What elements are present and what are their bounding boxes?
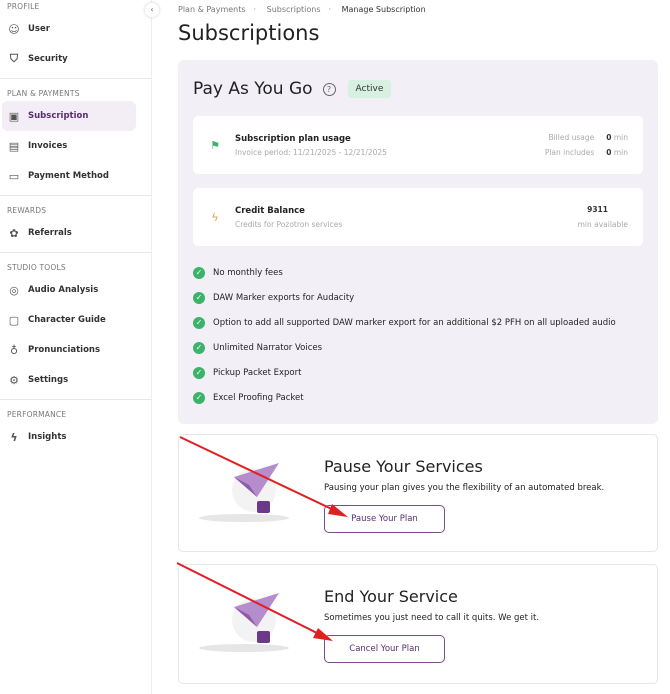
- receipt-icon: ▤: [8, 139, 20, 153]
- unit: min: [613, 133, 628, 142]
- sidebar-item-subscription[interactable]: ▣ Subscription: [2, 101, 136, 131]
- sidebar-item-settings[interactable]: ⚙ Settings: [2, 365, 136, 395]
- usage-card: ⚑ Subscription plan usage Invoice period:…: [193, 116, 643, 174]
- feature-item: ✓ No monthly fees: [193, 260, 643, 285]
- feature-text: Excel Proofing Packet: [213, 392, 304, 403]
- billed-label: Billed usage: [548, 133, 595, 142]
- check-icon: ✓: [193, 291, 205, 304]
- usage-title: Subscription plan usage: [235, 133, 351, 144]
- unit: min: [613, 148, 628, 157]
- feature-text: No monthly fees: [213, 267, 283, 278]
- feature-item: ✓ DAW Marker exports for Audacity: [193, 285, 643, 310]
- user-icon: ☺: [8, 22, 20, 36]
- sidebar-item-label: Invoices: [28, 141, 68, 151]
- sidebar-item-payment-method[interactable]: ▭ Payment Method: [2, 161, 136, 191]
- sidebar-item-label: Character Guide: [28, 315, 106, 325]
- sidebar-item-user[interactable]: ☺ User: [2, 14, 136, 44]
- status-badge: Active: [347, 80, 392, 98]
- feature-text: Pickup Packet Export: [213, 367, 302, 378]
- end-text: Sometimes you just need to call it quits…: [324, 613, 540, 623]
- sidebar-item-label: Pronunciations: [28, 345, 101, 355]
- lightning-icon: ϟ: [10, 430, 18, 444]
- pause-plan-button[interactable]: Pause Your Plan: [324, 505, 445, 533]
- feature-item: ✓ Option to add all supported DAW marker …: [193, 310, 643, 335]
- main: Plan & Payments · Subscriptions · Manage S…: [178, 0, 658, 684]
- cancel-plan-button[interactable]: Cancel Your Plan: [324, 635, 445, 663]
- feature-list: ✓ No monthly fees ✓ DAW Marker exports for …: [193, 260, 643, 410]
- page-title: Subscriptions: [178, 21, 320, 45]
- breadcrumb-current: Manage Subscription: [341, 5, 426, 14]
- breadcrumb-subscriptions[interactable]: Subscriptions: [266, 5, 321, 14]
- check-icon: ✓: [193, 391, 205, 404]
- credit-title: Credit Balance: [235, 205, 305, 216]
- waveform-icon: ◎: [9, 283, 19, 297]
- sidebar-item-character-guide[interactable]: ▢ Character Guide: [2, 305, 136, 335]
- gear-icon: ⚙: [9, 373, 19, 387]
- sidebar-item-label: Subscription: [28, 111, 89, 121]
- section-title: PERFORMANCE: [7, 410, 67, 419]
- feature-text: Option to add all supported DAW marker e…: [213, 317, 616, 328]
- credit-unit: min available: [577, 220, 628, 229]
- gift-icon: ✿: [9, 226, 19, 240]
- plan-includes-value: 0: [606, 148, 612, 157]
- breadcrumb: Plan & Payments · Subscriptions · Manage S…: [178, 5, 426, 14]
- section-title: STUDIO TOOLS: [7, 263, 66, 272]
- sidebar-item-audio-analysis[interactable]: ◎ Audio Analysis: [2, 275, 136, 305]
- sidebar-item-label: Referrals: [28, 228, 72, 238]
- usage-period: Invoice period: 11/21/2025 - 12/21/2025: [235, 147, 387, 157]
- paper-plane-illustration: [199, 593, 289, 652]
- feature-item: ✓ Pickup Packet Export: [193, 360, 643, 385]
- credit-card-icon: ▭: [8, 169, 20, 183]
- collapse-sidebar-button[interactable]: ‹: [145, 3, 159, 17]
- credit-subtitle: Credits for Pozotron services: [235, 219, 343, 229]
- section-title: PROFILE: [7, 2, 40, 11]
- sidebar-item-referrals[interactable]: ✿ Referrals: [2, 218, 136, 248]
- billed-value: 0: [606, 133, 612, 142]
- check-icon: ✓: [193, 366, 205, 379]
- feature-text: Unlimited Narrator Voices: [213, 342, 323, 353]
- feature-item: ✓ Excel Proofing Packet: [193, 385, 643, 410]
- pause-title: Pause Your Services: [324, 457, 483, 476]
- lightning-icon: ϟ: [211, 210, 219, 224]
- divider: [0, 78, 151, 79]
- end-section: End Your Service Sometimes you just need…: [178, 564, 658, 684]
- end-title: End Your Service: [324, 587, 458, 606]
- flag-icon: ⚑: [210, 138, 220, 152]
- sidebar-item-label: Insights: [28, 432, 67, 442]
- help-icon[interactable]: ?: [322, 82, 336, 96]
- plan-name: Pay As You Go: [193, 79, 313, 99]
- calendar-icon: ▣: [8, 109, 20, 123]
- sidebar-item-label: Security: [28, 54, 68, 64]
- credit-card: ϟ Credit Balance Credits for Pozotron ser…: [193, 188, 643, 246]
- sidebar-item-label: Audio Analysis: [28, 285, 99, 295]
- sidebar-item-invoices[interactable]: ▤ Invoices: [2, 131, 136, 161]
- plan-includes-label: Plan includes: [544, 148, 595, 157]
- sidebar: PROFILE ☺ User ⛉ Security PLAN & PAYMENTS ▣ Sub…: [0, 0, 152, 694]
- feature-item: ✓ Unlimited Narrator Voices: [193, 335, 643, 360]
- plan-panel: Pay As You Go ? Active ⚑ Subscription pl…: [178, 60, 658, 424]
- sidebar-item-label: Settings: [28, 375, 69, 385]
- shield-icon: ⛉: [9, 52, 19, 65]
- divider: [0, 195, 151, 196]
- sidebar-item-label: User: [28, 24, 50, 34]
- section-title: PLAN & PAYMENTS: [7, 89, 80, 98]
- pause-section: Pause Your Services Pausing your plan gi…: [178, 434, 658, 552]
- paper-plane-illustration: [199, 463, 289, 522]
- check-icon: ✓: [193, 316, 205, 329]
- divider: [0, 399, 151, 400]
- sidebar-item-label: Payment Method: [28, 171, 109, 181]
- feature-text: DAW Marker exports for Audacity: [213, 292, 355, 303]
- check-icon: ✓: [193, 341, 205, 354]
- credit-value: 9311: [587, 205, 608, 214]
- sidebar-item-insights[interactable]: ϟ Insights: [2, 422, 136, 452]
- check-icon: ✓: [193, 266, 205, 279]
- pause-text: Pausing your plan gives you the flexibil…: [324, 483, 605, 493]
- section-title: REWARDS: [7, 206, 47, 215]
- sidebar-item-pronunciations[interactable]: ♁ Pronunciations: [2, 335, 136, 365]
- divider: [0, 252, 151, 253]
- breadcrumb-plan-payments[interactable]: Plan & Payments: [178, 5, 246, 14]
- sidebar-item-security[interactable]: ⛉ Security: [2, 44, 136, 74]
- microphone-icon: ♁: [9, 343, 19, 357]
- clipboard-icon: ▢: [8, 313, 20, 327]
